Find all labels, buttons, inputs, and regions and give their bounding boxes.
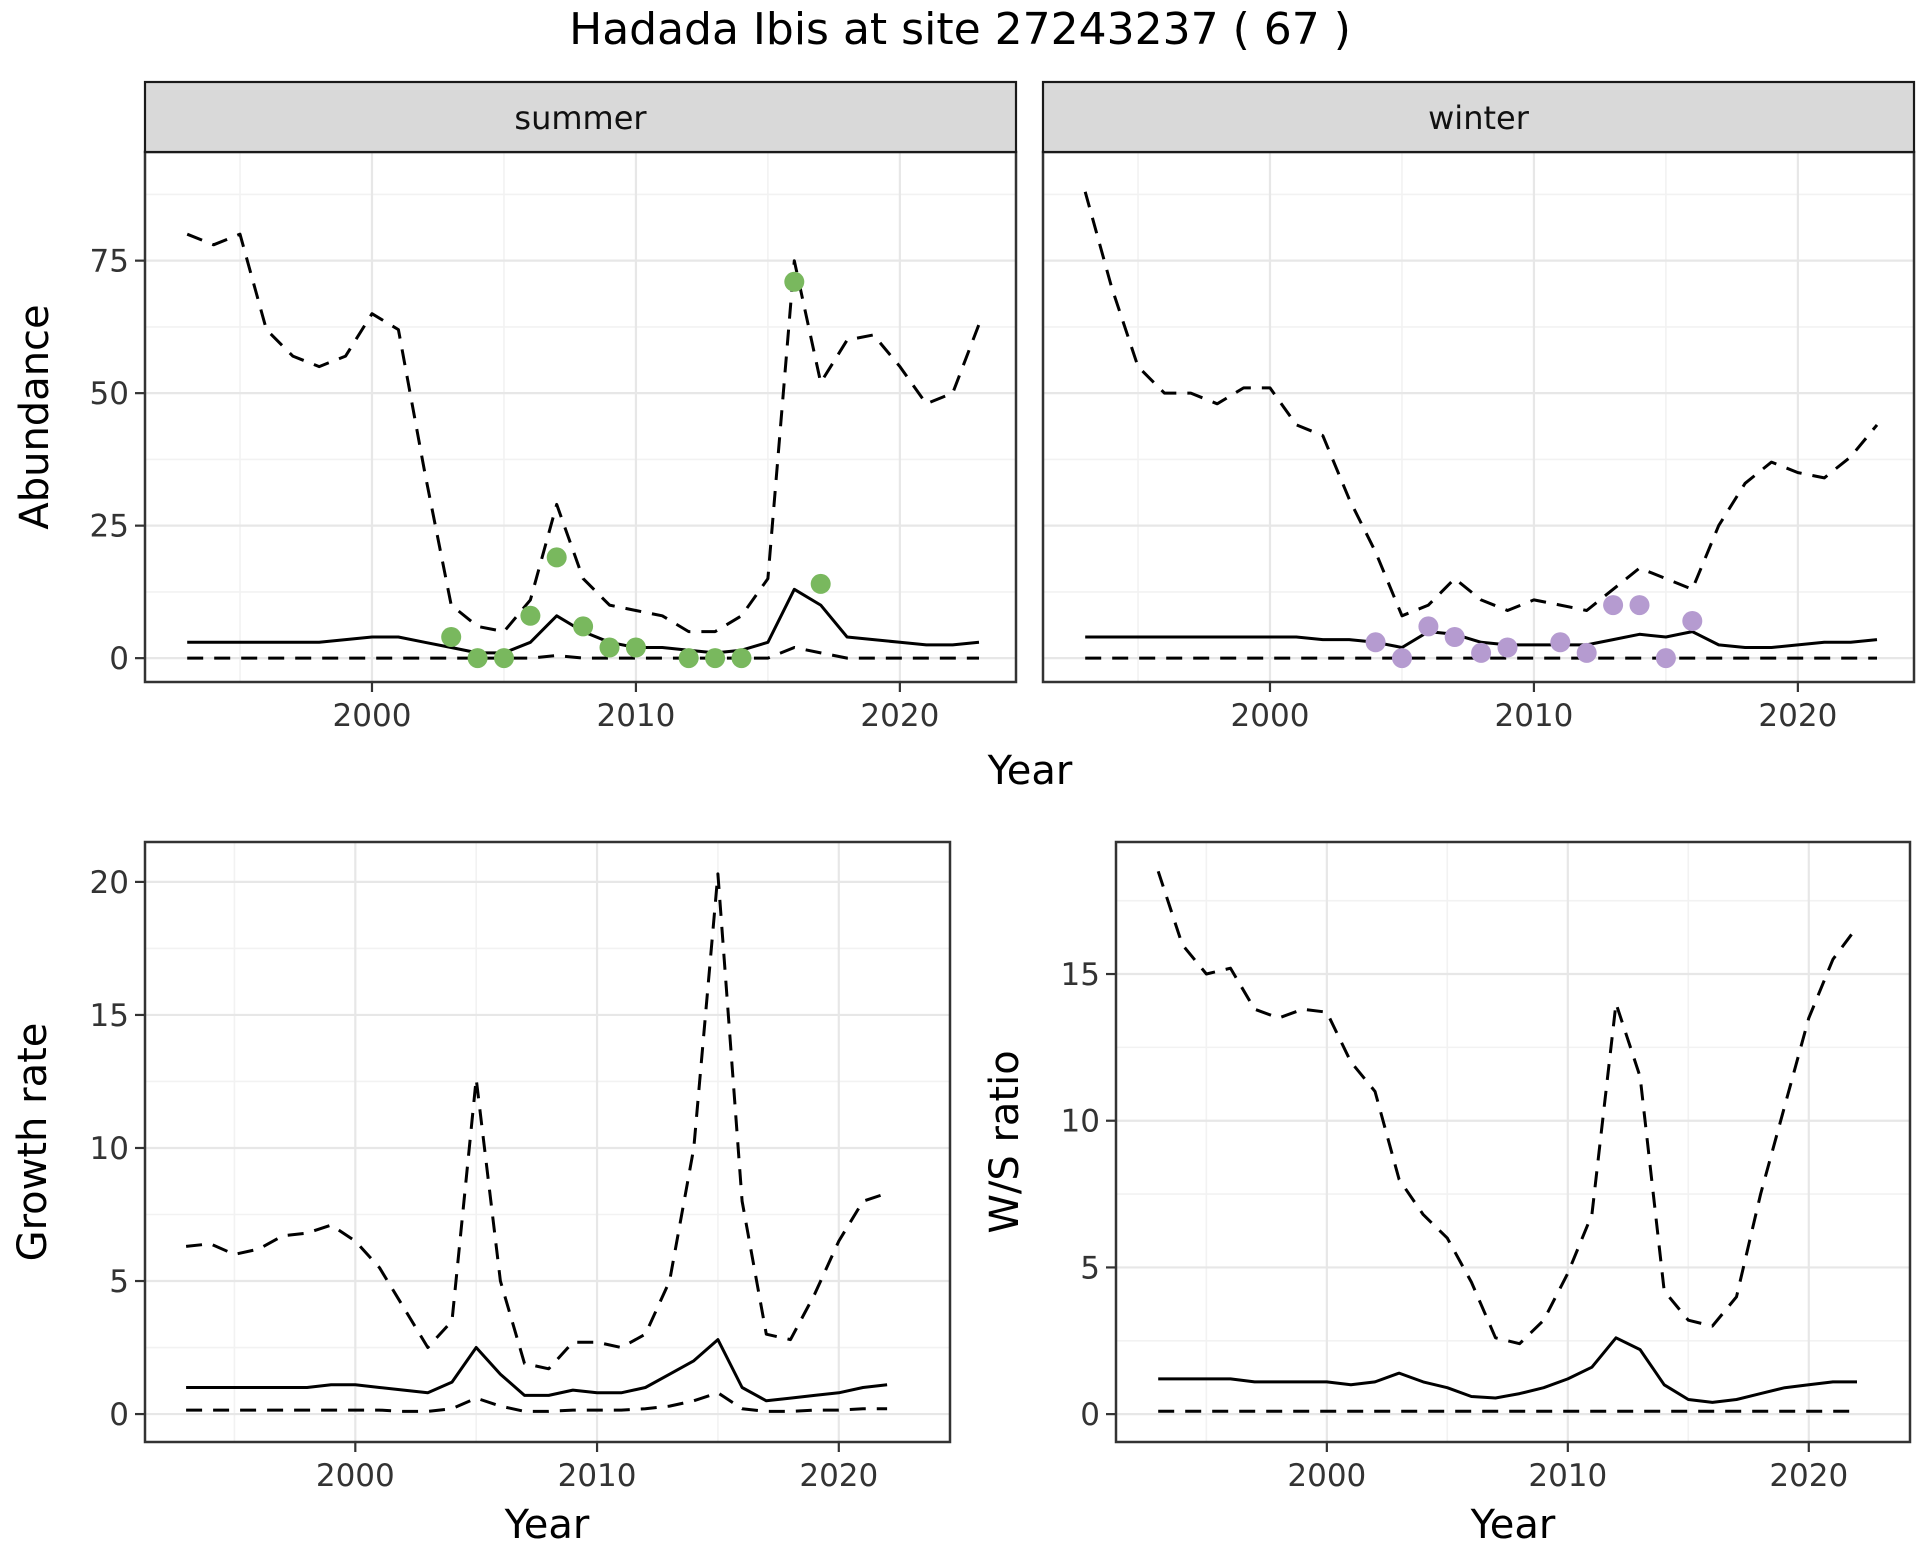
panel-background <box>1116 842 1910 1442</box>
observation-point <box>599 637 620 658</box>
y-tick-label: 0 <box>109 641 129 677</box>
observation-point <box>705 648 726 669</box>
observation-point <box>1550 632 1571 653</box>
observation-point <box>1497 637 1518 658</box>
observation-point <box>625 637 646 658</box>
panel-background <box>145 842 950 1442</box>
x-tick-label: 2000 <box>333 698 412 734</box>
abundance-axis-title: Abundance <box>12 304 58 529</box>
y-tick-label: 25 <box>90 509 129 545</box>
y-tick-label: 75 <box>90 244 129 280</box>
y-tick-label: 0 <box>1080 1397 1100 1433</box>
observation-point <box>1629 595 1650 616</box>
facet-strip <box>143 80 1018 154</box>
observation-point <box>1444 627 1465 647</box>
x-tick-label: 2020 <box>1769 1458 1848 1494</box>
figure-title: Hadada Ibis at site 27243237 ( 67 ) <box>569 4 1351 55</box>
panel-border <box>1114 840 1912 1444</box>
observation-point <box>494 648 514 669</box>
growth-rate-chart: 2000 2010 2020 0 5 10 15 20 Growth rate Year <box>10 840 952 1548</box>
observation-point <box>1603 595 1624 616</box>
y-tick-label: 10 <box>90 1131 129 1167</box>
facet-strip-label: summer <box>514 99 647 137</box>
observation-point <box>1392 648 1412 669</box>
y-tick-label: 5 <box>109 1264 129 1300</box>
y-tick-label: 10 <box>1061 1104 1100 1140</box>
growth-rate-axis-title: Growth rate <box>10 1023 56 1262</box>
year-axis-title-abundance: Year <box>987 748 1073 794</box>
observation-point <box>520 605 541 626</box>
abundance-facet-chart: 2000 2010 2020 0 25 50 75 summer 2000 2010 2020 win… <box>12 80 1916 794</box>
y-tick-label: 15 <box>90 998 129 1034</box>
x-tick-label: 2020 <box>1758 698 1837 734</box>
lower-ci-line <box>187 646 979 660</box>
x-tick-label: 2020 <box>799 1458 878 1494</box>
observation-point <box>1418 616 1439 637</box>
y-tick-label: 5 <box>1080 1250 1100 1286</box>
ws-ratio-chart: 2000 2010 2020 0 5 10 15 W/S ratio Year <box>982 840 1912 1548</box>
year-axis-title-growth: Year <box>504 1502 590 1548</box>
gridlines <box>145 152 1016 682</box>
y-tick-label: 15 <box>1061 957 1100 993</box>
upper-ci-line <box>1156 870 1859 1346</box>
observation-point <box>546 547 567 568</box>
year-axis-title-ws: Year <box>1470 1502 1556 1548</box>
panel-background <box>1043 152 1914 682</box>
x-tick-label: 2010 <box>558 1458 637 1494</box>
panel-background <box>145 152 1016 682</box>
gridlines <box>145 842 950 1442</box>
x-tick-label: 2000 <box>1287 1458 1366 1494</box>
observation-point <box>1365 632 1386 653</box>
facet-strip-label: winter <box>1428 99 1530 137</box>
observation-point <box>467 648 488 669</box>
ws-ratio-axis-title: W/S ratio <box>982 1050 1028 1233</box>
gridlines <box>1116 842 1910 1442</box>
panel-border <box>143 840 952 1444</box>
x-tick-label: 2000 <box>1231 698 1310 734</box>
observation-point <box>810 573 831 594</box>
observation-point <box>731 648 752 669</box>
facet-strip <box>1041 80 1916 154</box>
observation-point <box>1471 642 1492 663</box>
upper-ci-line <box>185 872 888 1371</box>
x-tick-label: 2020 <box>860 698 939 734</box>
observation-point <box>1576 642 1597 663</box>
median-line <box>1158 1336 1857 1404</box>
observation-point <box>441 627 462 647</box>
median-line <box>186 1338 888 1403</box>
observation-point <box>784 271 805 292</box>
x-tick-label: 2010 <box>596 698 675 734</box>
x-tick-label: 2010 <box>1494 698 1573 734</box>
x-tick-label: 2010 <box>1528 1458 1607 1494</box>
observation-point <box>1655 648 1676 669</box>
upper-ci-line <box>186 232 981 634</box>
observation-point <box>1682 611 1703 631</box>
lower-ci-line <box>186 1391 888 1413</box>
y-tick-label: 20 <box>90 865 129 901</box>
observation-point <box>678 648 699 669</box>
observation-point <box>573 616 594 637</box>
y-tick-label: 50 <box>90 376 129 412</box>
x-tick-label: 2000 <box>316 1458 395 1494</box>
y-tick-label: 0 <box>109 1397 129 1433</box>
median-line <box>1085 630 1878 649</box>
upper-ci-line <box>1083 191 1879 618</box>
